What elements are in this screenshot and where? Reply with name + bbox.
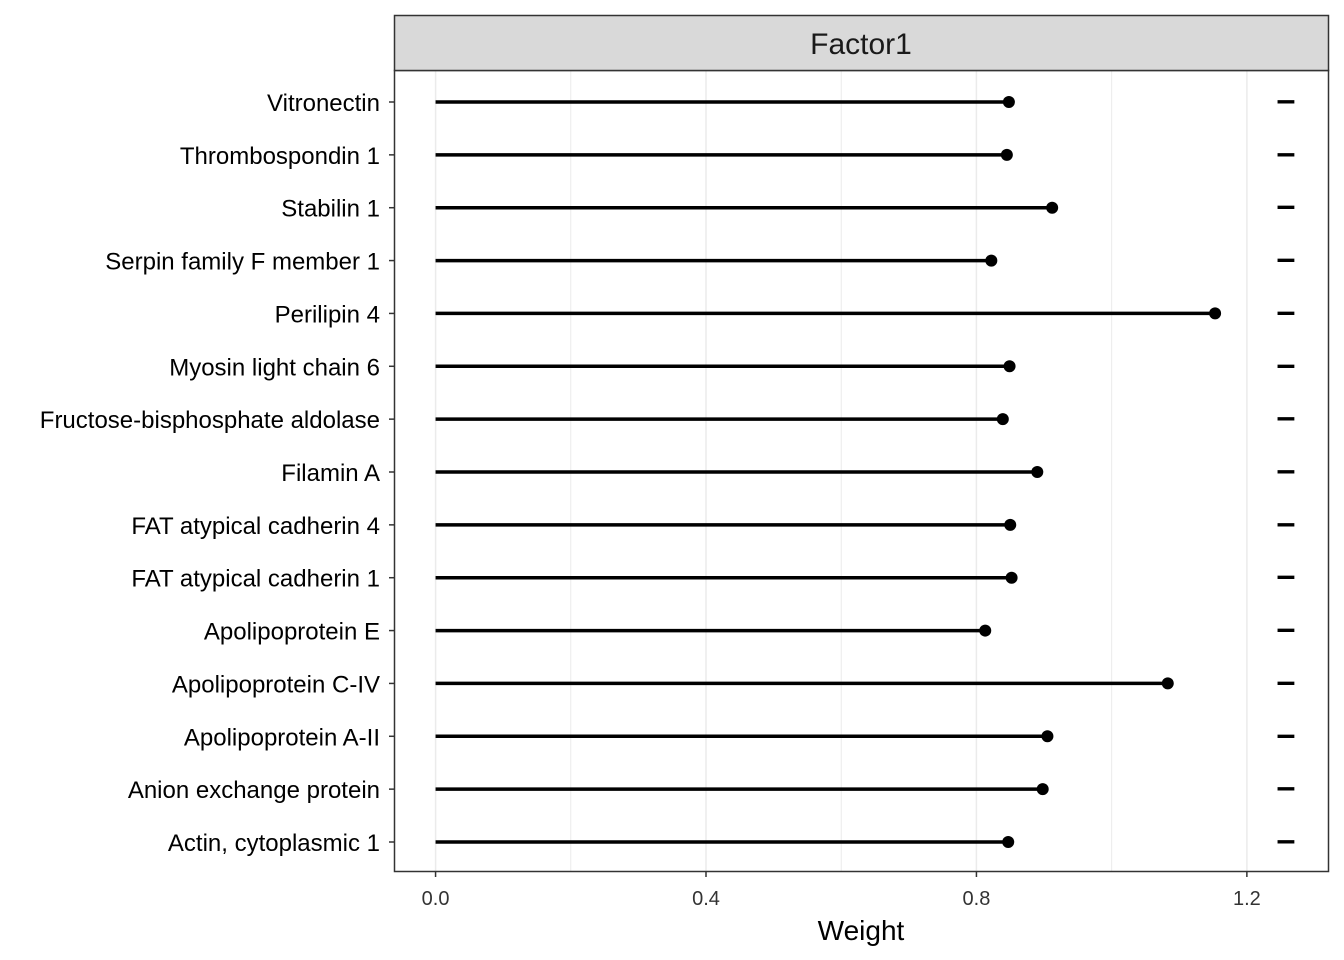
y-tick-label-9: FAT atypical cadherin 1 <box>131 566 380 593</box>
sign-marker-5: – <box>1277 345 1296 383</box>
sign-marker-9: – <box>1277 557 1296 595</box>
y-tick-label-8: FAT atypical cadherin 4 <box>131 513 380 540</box>
sign-marker-13: – <box>1277 768 1296 806</box>
x-tick-label-0: 0.0 <box>422 888 450 910</box>
lollipop-point-4 <box>1209 307 1222 320</box>
x-axis-ticks: 0.0 0.4 0.8 1.2 <box>422 871 1261 910</box>
sign-marker-8: – <box>1277 504 1296 542</box>
y-tick-label-4: Perilipin 4 <box>275 301 380 328</box>
sign-marker-11: – <box>1277 662 1296 700</box>
lollipop-point-6 <box>996 413 1009 426</box>
sign-marker-4: – <box>1277 292 1296 330</box>
y-tick-label-0: Vitronectin <box>267 90 380 117</box>
y-tick-label-6: Fructose-bisphosphate aldolase <box>40 407 380 434</box>
y-tick-label-2: Stabilin 1 <box>281 196 380 223</box>
y-tick-label-12: Apolipoprotein A-II <box>184 724 380 751</box>
sign-marker-2: – <box>1277 187 1296 225</box>
lollipop-point-8 <box>1004 518 1017 531</box>
sign-marker-6: – <box>1277 398 1296 436</box>
facet-strip <box>393 14 1330 72</box>
lollipop-point-10 <box>979 624 992 637</box>
y-axis-labels: Vitronectin Thrombospondin 1 Stabilin 1 Ser… <box>40 90 395 857</box>
lollipop-point-7 <box>1031 466 1044 478</box>
lollipop-point-9 <box>1005 571 1018 584</box>
sign-marker-0: – <box>1277 81 1296 119</box>
lollipop-point-11 <box>1161 677 1174 690</box>
sign-marker-1: – <box>1277 134 1296 172</box>
sign-markers: – – – – – – – – – – – – – – – <box>1277 81 1296 859</box>
lollipop-point-12 <box>1041 730 1054 743</box>
y-tick-label-10: Apolipoprotein E <box>204 619 380 646</box>
sign-marker-3: – <box>1277 240 1296 278</box>
y-tick-label-5: Myosin light chain 6 <box>169 354 380 381</box>
x-tick-label-2: 0.8 <box>963 888 991 910</box>
sign-marker-14: – <box>1277 821 1296 859</box>
x-axis-title: Weight <box>818 915 905 946</box>
lollipop-point-0 <box>1002 96 1015 108</box>
x-tick-label-1: 0.4 <box>692 888 720 910</box>
y-tick-label-11: Apolipoprotein C-IV <box>172 671 380 698</box>
lollipop-point-3 <box>985 254 998 267</box>
lollipop-point-14 <box>1002 836 1015 848</box>
lollipop-point-2 <box>1046 201 1059 214</box>
lollipop-series <box>435 96 1222 848</box>
y-tick-label-3: Serpin family F member 1 <box>105 249 380 276</box>
sign-marker-10: – <box>1277 610 1296 648</box>
y-tick-label-7: Filamin A <box>281 460 380 487</box>
lollipop-point-1 <box>1000 148 1013 161</box>
y-tick-label-1: Thrombospondin 1 <box>180 143 380 170</box>
lollipop-point-5 <box>1003 360 1016 373</box>
y-tick-label-13: Anion exchange protein <box>128 777 380 804</box>
lollipop-point-13 <box>1036 783 1049 796</box>
sign-marker-12: – <box>1277 715 1296 753</box>
x-tick-label-3: 1.2 <box>1233 888 1261 910</box>
sign-marker-7: – <box>1277 451 1296 489</box>
y-tick-label-14: Actin, cytoplasmic 1 <box>168 830 380 857</box>
facet-strip-label: Factor1 <box>810 28 912 61</box>
